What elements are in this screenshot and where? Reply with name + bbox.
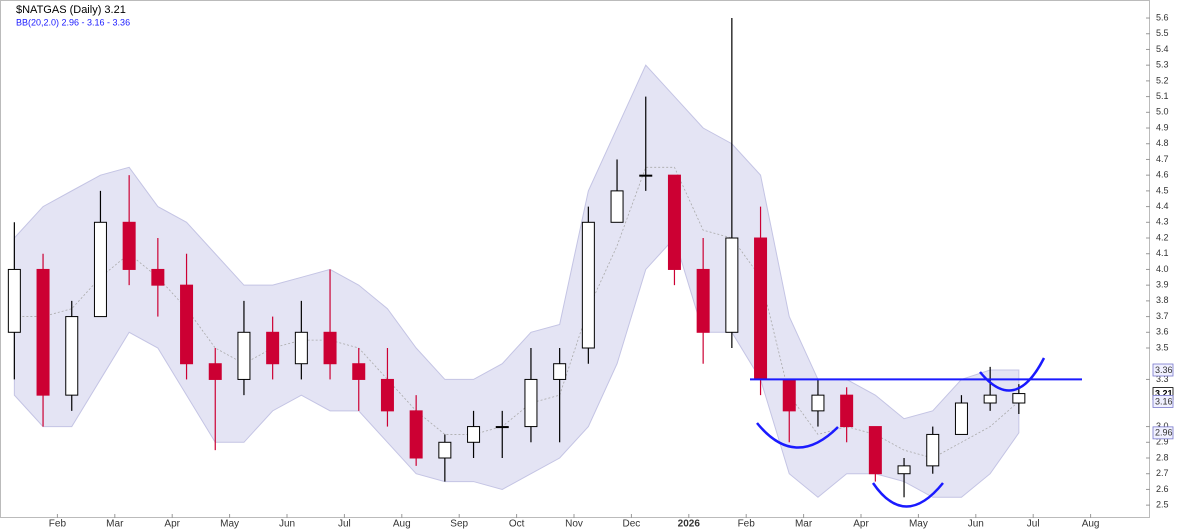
x-tick-label: Feb — [738, 519, 756, 530]
y-tick-label: 3.8 — [1156, 295, 1169, 305]
y-tick-label: 5.1 — [1156, 91, 1169, 101]
candle-body — [983, 394, 997, 404]
candle-body — [926, 433, 940, 467]
y-tick-label: 3.7 — [1156, 311, 1169, 321]
y-tick-label: 5.2 — [1156, 75, 1169, 85]
candle-body — [639, 174, 653, 177]
x-tick-label: Jul — [1027, 519, 1040, 530]
x-tick-label: Aug — [1082, 519, 1100, 530]
y-tick-label: 2.8 — [1156, 452, 1169, 462]
y-tick-label: 5.3 — [1156, 60, 1169, 70]
x-tick-label: Aug — [393, 519, 411, 530]
candle-body — [754, 237, 768, 380]
candle-body — [725, 237, 739, 333]
price-marker-label: 3.16 — [1155, 396, 1173, 406]
cup-arc — [756, 422, 839, 449]
x-tick-label: Mar — [795, 519, 813, 530]
cup-arc — [871, 482, 944, 508]
y-tick-label: 5.4 — [1156, 44, 1169, 54]
candle-body — [897, 465, 911, 475]
price-marker-label: 3.36 — [1155, 365, 1173, 375]
candle-body — [237, 331, 251, 380]
y-tick-label: 4.5 — [1156, 185, 1169, 195]
x-tick-label: May — [909, 519, 928, 530]
price-marker-box — [1152, 363, 1174, 377]
candle-body — [495, 426, 509, 429]
x-tick-label: Nov — [565, 519, 583, 530]
x-tick-label: Jul — [338, 519, 351, 530]
candle-body — [65, 316, 79, 396]
y-tick-label: 4.1 — [1156, 248, 1169, 258]
candle-body — [323, 331, 337, 365]
candle-body — [409, 410, 423, 459]
y-tick-label: 4.8 — [1156, 138, 1169, 148]
x-tick-label: Jun — [968, 519, 984, 530]
candle-body — [696, 268, 710, 333]
legend-bb: BB(20,2.0) 2.96 - 3.16 - 3.36 — [16, 17, 130, 27]
candle-body — [610, 190, 624, 223]
y-tick-label: 5.6 — [1156, 12, 1169, 22]
y-tick-label: 4.2 — [1156, 232, 1169, 242]
candle-body — [811, 394, 825, 412]
y-tick-label: 4.3 — [1156, 217, 1169, 227]
candle-body — [467, 426, 481, 443]
candle-body — [524, 378, 538, 428]
y-tick-label: 4.0 — [1156, 264, 1169, 274]
y-tick-label: 4.6 — [1156, 170, 1169, 180]
candle-body — [1012, 393, 1026, 404]
y-tick-label: 4.7 — [1156, 154, 1169, 164]
x-tick-label: Apr — [164, 519, 180, 530]
candle-body — [954, 402, 968, 435]
x-tick-label: Dec — [623, 519, 641, 530]
candle-body — [840, 394, 854, 428]
y-tick-label: 3.6 — [1156, 327, 1169, 337]
candle-body — [93, 221, 107, 318]
y-tick-label: 2.7 — [1156, 468, 1169, 478]
x-tick-label: Sep — [450, 519, 468, 530]
y-tick-label: 5.0 — [1156, 107, 1169, 117]
x-tick-label: May — [220, 519, 239, 530]
y-tick-label: 3.0 — [1156, 421, 1169, 431]
y-tick-label: 3.5 — [1156, 342, 1169, 352]
y-tick-label: 3.9 — [1156, 280, 1169, 290]
candle-body — [782, 378, 796, 412]
candle-body — [667, 174, 681, 270]
x-tick-label: Jun — [279, 519, 295, 530]
price-marker-box — [1152, 395, 1174, 408]
price-marker-label: 3.21 — [1155, 388, 1173, 398]
candle-body — [553, 363, 567, 380]
y-tick-label: 3.3 — [1156, 374, 1169, 384]
x-tick-label: 2026 — [678, 519, 701, 530]
y-tick-label: 2.9 — [1156, 437, 1169, 447]
price-marker-box — [1152, 426, 1174, 440]
candle-body — [208, 363, 222, 380]
y-tick-label: 2.5 — [1156, 500, 1169, 510]
candle-body — [7, 268, 21, 333]
candle-body — [581, 221, 595, 349]
y-tick-label: 4.9 — [1156, 122, 1169, 132]
bollinger-middle — [14, 166, 1020, 459]
y-tick-label: 2.6 — [1156, 484, 1169, 494]
x-tick-label: Apr — [853, 519, 869, 530]
candle-body — [266, 331, 280, 365]
chart-title: $NATGAS (Daily) 3.21 — [16, 4, 126, 16]
candle-body — [36, 268, 50, 396]
x-tick-label: Feb — [49, 519, 67, 530]
x-tick-label: Oct — [509, 519, 525, 530]
bollinger-area — [13, 64, 1020, 498]
x-tick-label: Mar — [106, 519, 124, 530]
candle-body — [380, 378, 394, 412]
candle-body — [438, 441, 452, 459]
y-tick-label: 4.4 — [1156, 201, 1169, 211]
candle-body — [352, 363, 366, 380]
y-tick-label: 5.5 — [1156, 28, 1169, 38]
candle-body — [180, 284, 194, 365]
price-marker-label: 2.96 — [1155, 428, 1173, 438]
candle-body — [151, 268, 165, 286]
candle-body — [122, 221, 136, 270]
candle-body — [868, 426, 882, 475]
candle-body — [294, 331, 308, 365]
